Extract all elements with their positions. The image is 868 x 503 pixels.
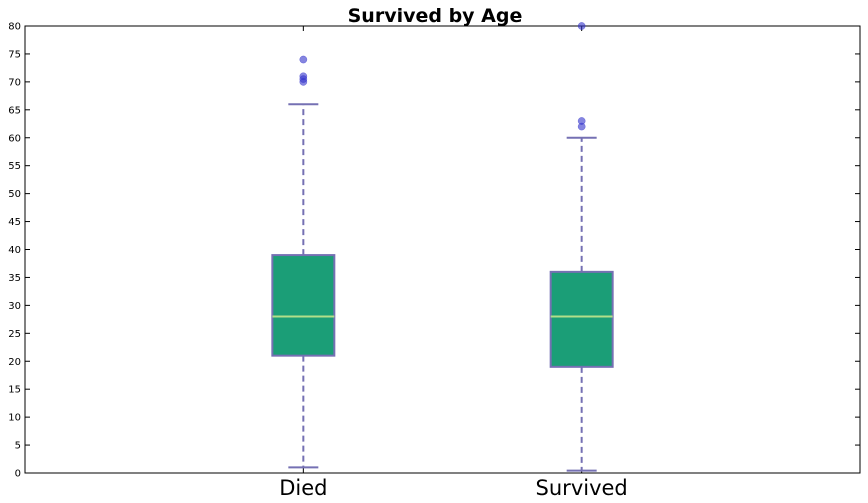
y-tick-label: 75 [8,49,21,60]
box-survived [549,22,614,472]
y-tick-label: 30 [8,301,21,312]
y-tick-label: 25 [8,329,21,340]
x-category-label: Died [279,476,327,500]
y-tick-label: 40 [8,245,21,256]
y-tick-label: 65 [8,105,21,116]
y-tick-label: 80 [8,22,21,33]
iqr-box [549,270,614,368]
chart-title: Survived by Age [348,5,523,27]
y-tick-label: 20 [8,357,21,368]
y-tick-label: 60 [8,133,21,144]
box-died [271,55,336,469]
outlier-point [299,72,308,81]
y-tick-label: 35 [8,273,21,284]
outlier-point [577,22,586,30]
plot-frame [24,25,861,474]
y-tick-label: 70 [8,77,21,88]
y-tick-label: 5 [15,441,21,452]
outlier-point [299,55,308,64]
x-category-label: Survived [536,476,628,500]
y-tick-label: 45 [8,217,21,228]
y-tick-label: 55 [8,161,21,172]
iqr-box [271,254,336,357]
y-tick-label: 50 [8,189,21,200]
y-tick-label: 15 [8,385,21,396]
plot-area: 0 5 10 15 20 25 30 35 40 45 50 55 60 65 70 75 80 Died Surv… [8,22,861,500]
y-tick-label: 10 [8,413,21,424]
outlier-point [577,117,586,125]
y-tick-label: 0 [15,469,21,480]
